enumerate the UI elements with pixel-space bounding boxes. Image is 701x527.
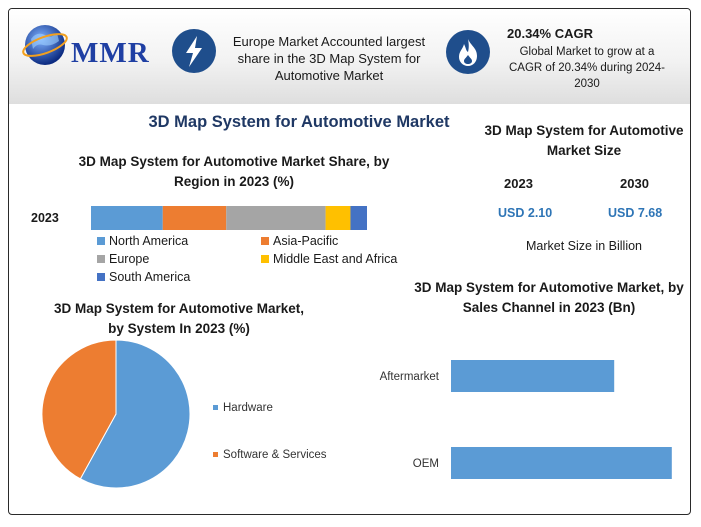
pie-legend-label-0: Hardware: [223, 402, 273, 414]
main-title: 3D Map System for Automotive Market: [148, 113, 450, 131]
cagr-title: 20.34% CAGR: [507, 26, 593, 41]
system-pie-chart: Hardware Software & Services: [41, 339, 327, 489]
bar-segment-2: [226, 206, 326, 230]
category-label: 2023: [31, 211, 59, 225]
bar-segment-4: [350, 206, 367, 230]
system-chart-title: 3D Map System for Automotive Market, by …: [53, 301, 305, 336]
legend-label-0: North America: [109, 234, 188, 248]
legend-label-3: Middle East and Africa: [273, 252, 397, 266]
bar-segment-0: [91, 206, 163, 230]
pie-slice-0: [79, 339, 191, 489]
year-2023-label: 2023: [504, 176, 533, 191]
pie-legend-swatch-0: [213, 405, 218, 410]
bar-0: [451, 360, 615, 392]
legend-swatch-4: [97, 273, 105, 281]
year-2030-label: 2030: [620, 176, 649, 191]
mmr-logo: MMR: [21, 19, 153, 79]
sales-channel-chart: Aftermarket OEM: [380, 360, 672, 479]
cagr-text: Global Market to grow at a CAGR of 20.34…: [509, 46, 665, 90]
legend-label-2: Europe: [109, 252, 149, 266]
region-share-chart: 2023 North America Asia-Pacific Europe Middl…: [31, 206, 397, 284]
sales-chart-title: 3D Map System for Automotive Market, by …: [414, 280, 684, 315]
legend-label-1: Asia-Pacific: [273, 234, 338, 248]
region-chart-title: 3D Map System for Automotive Market Shar…: [78, 154, 390, 189]
bar-segment-1: [162, 206, 227, 230]
legend-swatch-1: [261, 237, 269, 245]
market-size-2030: USD 7.68: [608, 206, 663, 220]
globe-icon: [22, 25, 68, 65]
market-size-2023: USD 2.10: [498, 206, 553, 220]
bar-category-label-1: OEM: [413, 458, 439, 470]
pie-legend-label-1: Software & Services: [223, 449, 327, 461]
europe-share-note: Europe Market Accounted largest share in…: [232, 34, 426, 83]
market-size-title: 3D Map System for Automotive Market Size: [484, 123, 684, 158]
bar-segment-3: [325, 206, 351, 230]
flame-icon: [446, 30, 490, 74]
infographic-frame: MMR Europe Market Accounted largest shar…: [8, 8, 691, 515]
legend-swatch-2: [97, 255, 105, 263]
legend-swatch-3: [261, 255, 269, 263]
bar-category-label-0: Aftermarket: [380, 371, 440, 383]
bar-1: [451, 447, 672, 479]
legend-swatch-0: [97, 237, 105, 245]
pie-legend-swatch-1: [213, 452, 218, 457]
legend-label-4: South America: [109, 270, 190, 284]
pie-slice-1: [41, 339, 117, 480]
lightning-icon: [172, 29, 216, 73]
logo-text: MMR: [71, 37, 150, 69]
market-size-unit-note: Market Size in Billion: [525, 239, 642, 253]
header-banner: MMR Europe Market Accounted largest shar…: [9, 9, 690, 104]
